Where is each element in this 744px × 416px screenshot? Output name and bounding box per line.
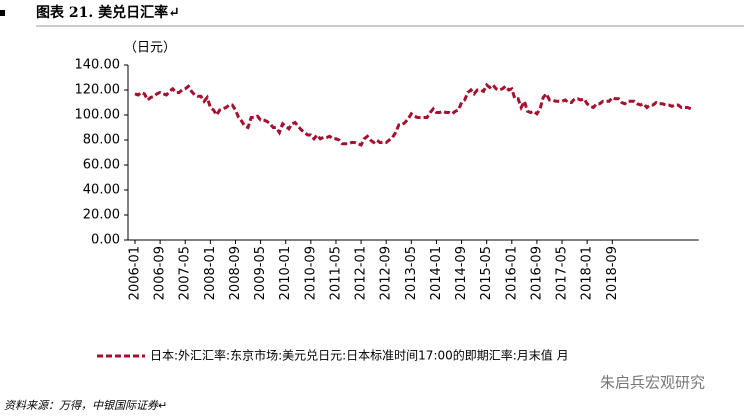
x-tick-label: 2010-09 [303,246,318,300]
x-tick-label: 2013-05 [404,246,419,300]
y-tick-label: 140.00 [75,58,121,73]
x-tick-label: 2012-01 [354,246,369,300]
x-tick-label: 2018-09 [605,246,620,300]
bullet [0,10,5,16]
y-tick-label: 0.00 [91,233,120,248]
y-tick-label: 60.00 [83,158,120,173]
x-tick-label: 2014-09 [454,246,469,300]
x-tick-label: 2007-05 [178,246,193,300]
y-tick-label: 20.00 [83,208,120,223]
chart-title: 图表 21. 美兑日汇率↵ [36,4,180,21]
y-tick-label: 120.00 [75,83,121,98]
legend-label: 日本:外汇汇率:东京市场:美元兑日元:日本标准时间17:00的即期汇率:月末值 … [150,348,569,363]
x-tick-label: 2008-01 [203,246,218,300]
x-tick-label: 2006-09 [153,246,168,300]
x-tick-label: 2010-01 [278,246,293,300]
x-tick-label: 2006-01 [128,246,143,300]
y-tick-label: 40.00 [83,183,120,198]
x-tick-label: 2014-01 [429,246,444,300]
source: 资料来源：万得，中银国际证券↵ [4,399,167,412]
y-axis-label: （日元） [124,41,176,56]
x-tick-label: 2008-09 [228,246,243,300]
x-tick-label: 2009-05 [253,246,268,300]
x-tick-label: 2016-01 [504,246,519,300]
y-tick-label: 80.00 [83,133,120,148]
x-tick-label: 2012-09 [379,246,394,300]
watermark: 朱启兵宏观研究 [600,374,705,392]
y-tick-label: 100.00 [75,108,121,123]
line [134,82,692,147]
legend-box [82,332,670,384]
x-tick-label: 2018-01 [580,246,595,300]
x-tick-label: 2017-05 [555,246,570,300]
x-tick-label: 2011-05 [328,246,343,300]
x-tick-label: 2016-09 [529,246,544,300]
x-tick-label: 2015-05 [479,246,494,300]
